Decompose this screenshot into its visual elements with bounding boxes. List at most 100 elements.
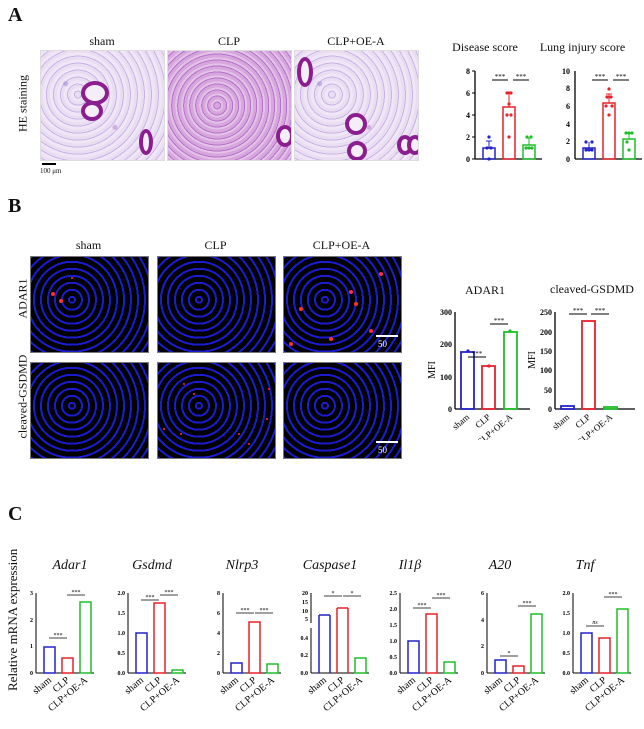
chart-disease-score: 0 2 4 6 8 *** *** (466, 67, 542, 164)
svg-text:***: *** (241, 608, 250, 614)
svg-text:200: 200 (540, 328, 552, 337)
panel-a-row-label: HE staining (15, 75, 30, 132)
panel-b-scale-text-2: 50 μm (378, 445, 390, 458)
chart-title-tnf: Tnf (575, 558, 595, 573)
chart-title-adar1-mfi: ADAR1 (464, 283, 505, 297)
svg-text:*: * (332, 591, 335, 597)
he-image-sham (40, 50, 165, 161)
chart-title-nlrp3: Nlrp3 (225, 558, 259, 573)
svg-text:1: 1 (30, 644, 33, 650)
panel-a-charts: 0 2 4 6 8 *** *** 0 2 4 6 8 10 *** *** (466, 67, 642, 164)
svg-text:50: 50 (544, 386, 552, 395)
svg-text:***: *** (595, 307, 606, 315)
svg-text:0: 0 (566, 155, 570, 164)
svg-text:***: *** (494, 317, 505, 325)
svg-text:2.0: 2.0 (390, 607, 398, 613)
if-gsdmd-sham (30, 362, 149, 459)
svg-text:*: * (351, 591, 354, 597)
svg-text:2: 2 (217, 651, 220, 657)
svg-text:10: 10 (302, 609, 308, 615)
chart-title-lung: Lung injury score (539, 40, 626, 54)
svg-text:8: 8 (217, 591, 220, 597)
svg-text:MFI: MFI (427, 361, 438, 379)
if-adar1-clp-oe: 50 μm (283, 256, 402, 353)
svg-text:0.2: 0.2 (301, 653, 309, 659)
svg-text:***: *** (609, 592, 618, 598)
chart-title-a20: A20 (488, 558, 512, 573)
svg-text:***: *** (146, 595, 155, 601)
svg-text:0.0: 0.0 (563, 671, 571, 677)
svg-text:0: 0 (217, 671, 220, 677)
svg-text:***: *** (437, 593, 446, 599)
chart-lung-injury: 0 2 4 6 8 10 *** *** (562, 67, 642, 164)
panel-b-col-clp: CLP (204, 238, 227, 252)
svg-text:20: 20 (302, 591, 308, 597)
svg-text:2.0: 2.0 (563, 591, 571, 597)
svg-text:1.0: 1.0 (390, 639, 398, 645)
svg-text:100: 100 (540, 366, 552, 375)
svg-text:250: 250 (540, 308, 552, 317)
svg-text:***: *** (595, 73, 606, 81)
panel-b-letter: B (8, 195, 22, 217)
svg-text:2.0: 2.0 (118, 591, 126, 597)
if-gsdmd-clp (157, 362, 276, 459)
panel-b-col-sham: sham (75, 238, 102, 252)
svg-text:1.5: 1.5 (563, 611, 571, 617)
panel-a-col-sham: sham (89, 34, 115, 48)
svg-text:4: 4 (566, 120, 570, 129)
svg-text:0.0: 0.0 (390, 671, 398, 677)
svg-text:***: *** (516, 73, 527, 81)
panel-a-scale-text: 100 μm (40, 167, 62, 175)
svg-text:200: 200 (440, 340, 452, 349)
svg-text:10: 10 (562, 67, 570, 76)
svg-text:0.0: 0.0 (118, 671, 126, 677)
chart-title-gsdmd: Gsdmd (132, 558, 172, 573)
svg-text:***: *** (165, 590, 174, 596)
svg-text:6: 6 (466, 89, 470, 98)
chart-title-caspase1: Caspase1 (302, 558, 358, 573)
svg-text:0.0: 0.0 (301, 671, 309, 677)
if-adar1-sham (30, 256, 149, 353)
svg-text:***: *** (260, 608, 269, 614)
svg-text:***: *** (418, 603, 427, 609)
panel-b-col-oe: CLP+OE-A (312, 238, 371, 252)
svg-text:0.5: 0.5 (563, 651, 571, 657)
svg-text:***: *** (616, 73, 627, 81)
svg-text:***: *** (573, 307, 584, 315)
chart-title-il1b: Il1β (398, 558, 422, 573)
svg-text:0.5: 0.5 (390, 655, 398, 661)
svg-text:2: 2 (466, 133, 470, 142)
svg-text:***: *** (54, 633, 63, 639)
svg-text:2.5: 2.5 (390, 591, 398, 597)
svg-text:sham: sham (550, 412, 571, 432)
svg-text:0.4: 0.4 (301, 636, 309, 642)
svg-text:4: 4 (217, 631, 220, 637)
panel-a-col-clp: CLP (217, 34, 240, 48)
svg-text:2: 2 (30, 618, 33, 624)
svg-text:ns: ns (592, 620, 598, 626)
he-image-clp-oe (294, 50, 419, 161)
svg-text:MFI: MFI (527, 351, 538, 369)
svg-text:0: 0 (548, 405, 552, 414)
svg-text:1.5: 1.5 (118, 611, 126, 617)
svg-text:300: 300 (440, 308, 452, 317)
svg-text:1.0: 1.0 (118, 631, 126, 637)
panel-a-scale-bar (42, 163, 56, 165)
he-image-clp (167, 50, 292, 161)
chart-il1b: 0.00.51.01.52.02.5 *** *** shamCLPCLP+OE… (390, 591, 458, 714)
svg-text:0: 0 (30, 671, 33, 677)
svg-text:8: 8 (566, 84, 570, 93)
svg-text:3: 3 (30, 591, 33, 597)
svg-text:2: 2 (566, 137, 570, 146)
svg-text:***: *** (72, 590, 81, 596)
svg-text:6: 6 (566, 102, 570, 111)
if-adar1-clp (157, 256, 276, 353)
panel-c-letter: C (8, 503, 23, 525)
chart-title-disease: Disease score (452, 40, 518, 54)
svg-text:100: 100 (440, 373, 452, 382)
